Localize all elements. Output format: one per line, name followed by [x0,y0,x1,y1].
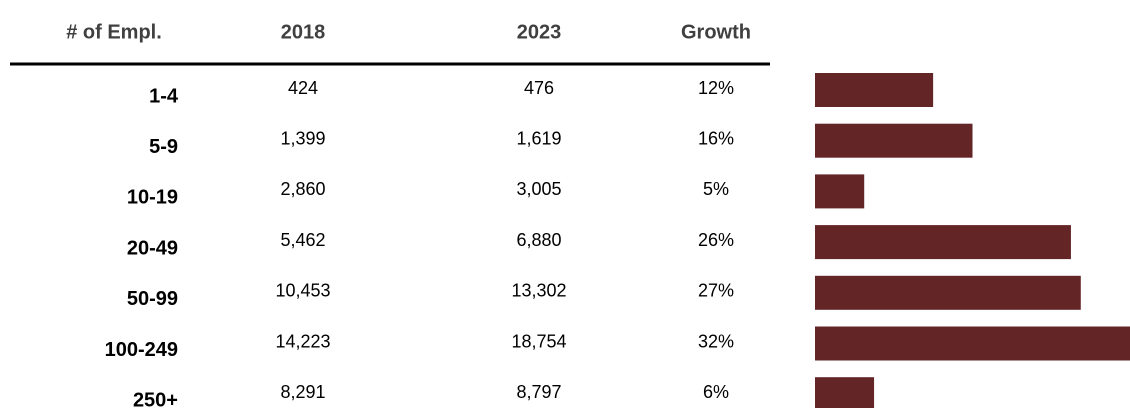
value-2023: 476 [524,78,554,98]
growth-label: 6% [703,382,729,402]
row-label: 50-99 [127,288,178,310]
growth-bar [815,377,875,408]
value-2023: 18,754 [511,331,566,351]
growth-label: 26% [698,230,734,250]
value-2018: 5,462 [280,230,325,250]
growth-bar [815,73,934,107]
value-2018: 424 [288,78,318,98]
growth-label: 32% [698,331,734,351]
growth-bar [815,225,1071,260]
row-label: 10-19 [127,187,178,209]
growth-bar [815,326,1130,361]
growth-label: 12% [698,78,734,98]
value-2023: 3,005 [516,179,561,199]
growth-label: 5% [703,179,729,199]
row-label: 20-49 [127,237,178,259]
value-2018: 10,453 [275,281,330,301]
value-2023: 1,619 [516,128,561,148]
value-2023: 6,880 [516,230,561,250]
value-2018: 8,291 [280,382,325,402]
growth-label: 16% [698,128,734,148]
value-2018: 14,223 [275,331,330,351]
growth-bar [815,275,1081,310]
value-2023: 8,797 [516,382,561,402]
value-2018: 1,399 [280,128,325,148]
column-header: Growth [681,21,751,43]
row-label: 100-249 [105,339,178,361]
column-header: # of Empl. [66,21,162,43]
value-2023: 13,302 [511,281,566,301]
growth-bar [815,123,973,158]
row-label: 1-4 [149,85,179,107]
column-header: 2023 [517,21,562,43]
growth-label: 27% [698,281,734,301]
row-label: 250+ [133,389,178,408]
row-label: 5-9 [149,136,178,158]
growth-bar [815,174,865,209]
column-header: 2018 [281,21,326,43]
value-2018: 2,860 [280,179,325,199]
